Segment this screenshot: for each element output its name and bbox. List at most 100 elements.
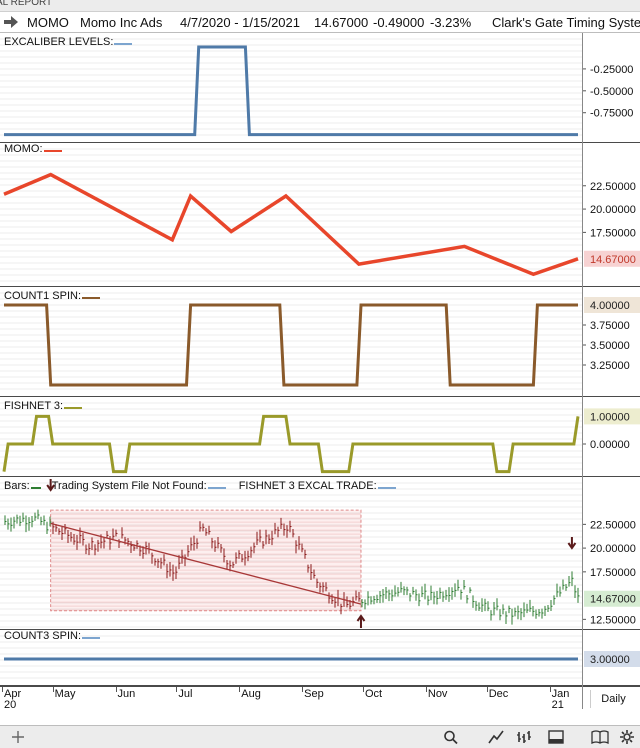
x-axis-year-label: 21 xyxy=(551,699,564,711)
system-name: Clark's Gate Timing System xyxy=(492,15,640,30)
value-badge-text: 1.00000 xyxy=(590,411,630,423)
bars-color-swatch xyxy=(30,483,41,490)
fishnet-title-wrap: FISHNET 3: xyxy=(4,400,83,412)
period-button[interactable]: Daily xyxy=(590,690,636,708)
add-icon[interactable] xyxy=(8,728,28,746)
buy-arrow xyxy=(356,614,366,628)
bars-panel[interactable]: Bars: Trading System File Not Found: FIS… xyxy=(0,477,640,630)
last-price: 14.67000 xyxy=(314,15,369,30)
symbol-bar: MOMO Momo Inc Ads 4/7/2020 - 1/15/2021 1… xyxy=(0,12,640,33)
x-axis-tick xyxy=(302,687,304,692)
series-line xyxy=(2,414,580,474)
count1-color-swatch xyxy=(82,293,101,300)
x-axis-month-label: Jun xyxy=(117,688,136,700)
count3-panel[interactable]: COUNT3 SPIN: xyxy=(0,630,640,686)
price-scale-divider xyxy=(582,33,583,709)
price-change: -0.49000 xyxy=(373,15,425,30)
y-tick-label: 20.00000 xyxy=(590,204,636,216)
value-badge-text: 14.67000 xyxy=(590,254,636,266)
y-tick-label: 0.00000 xyxy=(590,439,630,451)
bottom-toolbar xyxy=(0,725,640,748)
count1-title: COUNT1 SPIN: xyxy=(4,290,82,302)
company-name: Momo Inc Ads xyxy=(80,15,163,30)
x-axis-month-label: Oct xyxy=(365,688,383,700)
fishnet-excal-trade-title: FISHNET 3 EXCAL TRADE: xyxy=(238,480,377,492)
x-axis-month-label: Jul xyxy=(178,688,193,700)
excaliber-panel[interactable]: EXCALIBER LEVELS: xyxy=(0,33,640,143)
bar-chart-icon[interactable] xyxy=(514,728,534,746)
value-badge-text: 3.00000 xyxy=(590,654,630,666)
fishnet-color-swatch xyxy=(64,403,83,410)
y-tick-label: 3.25000 xyxy=(590,360,630,372)
fishnet-panel[interactable]: FISHNET 3: xyxy=(0,397,640,477)
window-title: AL REPORT xyxy=(0,0,53,8)
series-line xyxy=(3,172,579,277)
x-axis-tick xyxy=(425,687,427,692)
x-axis-tick xyxy=(52,687,54,692)
momo-panel[interactable]: MOMO: xyxy=(0,143,640,287)
book-icon[interactable] xyxy=(590,728,610,746)
x-axis-month-label: Nov xyxy=(427,688,448,700)
momo-title: MOMO: xyxy=(4,143,43,155)
x-axis-month-label: Dec xyxy=(488,688,509,700)
y-tick-label: -0.25000 xyxy=(590,64,633,76)
x-axis-month-label: Jan xyxy=(551,688,570,700)
trading-system-status: Trading System File Not Found: xyxy=(51,480,207,492)
fishnet-excal-swatch xyxy=(377,483,396,490)
symbol-label[interactable]: MOMO xyxy=(27,15,69,30)
x-axis-tick xyxy=(115,687,117,692)
excaliber-title-wrap: EXCALIBER LEVELS: xyxy=(4,36,133,48)
excaliber-color-swatch xyxy=(114,39,133,46)
date-range[interactable]: 4/7/2020 - 1/15/2021 xyxy=(180,15,300,30)
bars-title-wrap: Bars: Trading System File Not Found: FIS… xyxy=(4,480,396,492)
x-axis-tick xyxy=(486,687,488,692)
value-badge-text: 4.00000 xyxy=(590,300,630,312)
trend-line xyxy=(50,522,362,605)
value-badge xyxy=(584,651,640,667)
value-badge-text: 14.67000 xyxy=(590,594,636,606)
panel-icon[interactable] xyxy=(546,728,566,746)
x-axis-tick xyxy=(2,687,3,692)
y-tick-label: 22.50000 xyxy=(590,181,636,193)
line-chart-icon[interactable] xyxy=(486,728,506,746)
forward-arrow-icon[interactable] xyxy=(2,14,20,30)
count1-title-wrap: COUNT1 SPIN: xyxy=(4,290,101,302)
y-tick-label: -0.75000 xyxy=(590,108,633,120)
trade-highlight xyxy=(50,509,362,612)
x-axis-month-label: Aug xyxy=(241,688,261,700)
count1-panel[interactable]: COUNT1 SPIN: xyxy=(0,287,640,397)
momo-color-swatch xyxy=(43,146,62,153)
x-axis-tick xyxy=(549,687,551,692)
y-tick-label: -0.50000 xyxy=(590,86,633,98)
count3-title: COUNT3 SPIN: xyxy=(4,630,82,642)
y-tick-label: 22.50000 xyxy=(590,519,636,531)
x-axis-month-label: Sep xyxy=(304,688,324,700)
series-line xyxy=(4,303,578,387)
fishnet-title: FISHNET 3: xyxy=(4,400,64,412)
value-badge xyxy=(584,590,640,607)
value-badge xyxy=(584,297,640,313)
y-tick-label: 3.75000 xyxy=(590,320,630,332)
x-axis-tick xyxy=(239,687,241,692)
y-tick-label: 17.50000 xyxy=(590,227,636,239)
sell-arrow xyxy=(567,537,577,550)
value-badge xyxy=(584,408,640,425)
momo-title-wrap: MOMO: xyxy=(4,143,62,155)
x-axis-tick xyxy=(363,687,364,692)
window-titlebar: AL REPORT xyxy=(0,0,640,12)
y-tick-label: 17.50000 xyxy=(590,567,636,579)
x-axis-month-label: May xyxy=(54,688,76,700)
count3-color-swatch xyxy=(82,633,101,640)
sell-arrow xyxy=(46,479,55,492)
bars-title: Bars: xyxy=(4,480,30,492)
y-tick-label: 12.50000 xyxy=(590,614,636,626)
excaliber-title: EXCALIBER LEVELS: xyxy=(4,36,114,48)
x-axis-tick xyxy=(176,687,178,692)
y-tick-label: 20.00000 xyxy=(590,543,636,555)
y-tick-label: 3.50000 xyxy=(590,340,630,352)
value-badge xyxy=(584,250,640,267)
series-line xyxy=(4,45,578,137)
settings-icon[interactable] xyxy=(617,728,637,746)
search-icon[interactable] xyxy=(441,728,461,746)
